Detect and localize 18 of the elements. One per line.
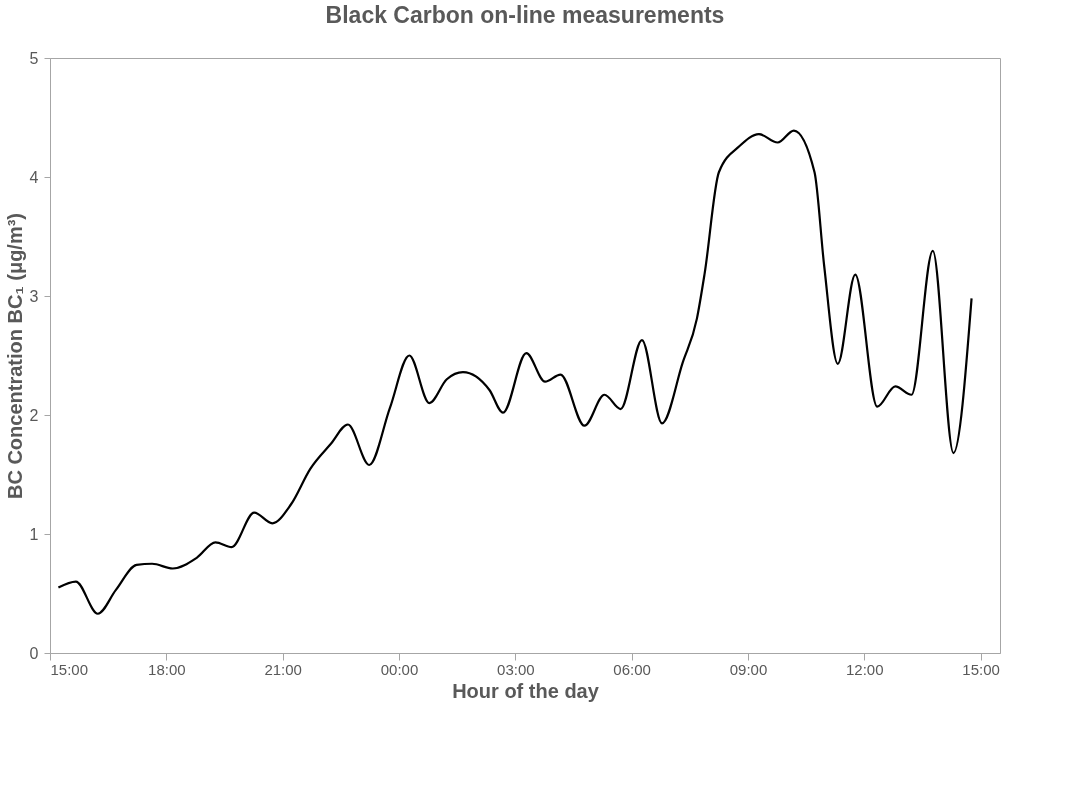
x-tick-label: 09:00 [729, 660, 768, 678]
x-tick-label: 12:00 [846, 660, 884, 678]
x-axis-title: Hour of the day [452, 679, 600, 702]
y-tick-label: 1 [29, 525, 39, 543]
y-tick-label: 4 [29, 168, 39, 186]
chart-title: Black Carbon on-line measurements [325, 2, 725, 28]
x-tick-label: 18:00 [148, 660, 186, 678]
x-tick-label: 03:00 [497, 660, 535, 678]
y-axis-title: BC Concentration BC₁ (μg/m³) [3, 212, 26, 500]
x-tick-label: 06:00 [613, 660, 651, 678]
x-tick-label: 00:00 [380, 660, 419, 678]
x-tick-label: 21:00 [264, 660, 302, 678]
x-tick-label: 15:00 [962, 660, 1000, 678]
y-tick-label: 0 [29, 644, 39, 662]
y-tick-label: 5 [29, 49, 39, 67]
x-tick-label: 15:00 [50, 660, 89, 678]
y-tick-label: 3 [29, 287, 39, 305]
y-tick-label: 2 [29, 406, 39, 424]
